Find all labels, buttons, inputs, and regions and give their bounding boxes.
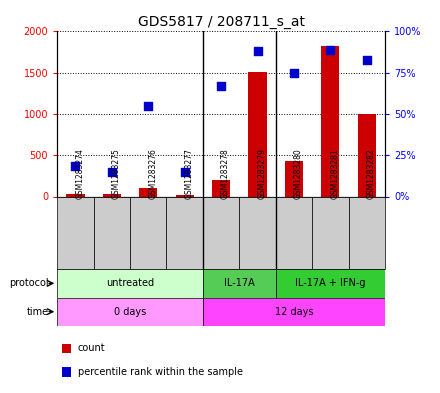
Text: GSM1283274: GSM1283274 [75,148,84,199]
Bar [239,196,276,269]
Point [108,169,115,175]
Text: GSM1283280: GSM1283280 [294,148,303,199]
Text: untreated: untreated [106,278,154,288]
Text: IL-17A + IFN-g: IL-17A + IFN-g [295,278,366,288]
Bar [130,196,166,269]
Text: protocol: protocol [9,278,48,288]
Text: GSM1283279: GSM1283279 [257,148,267,199]
Bar [348,196,385,269]
Bar [358,114,376,196]
Point [218,83,225,89]
Bar [57,196,94,269]
Bar [57,269,203,298]
Bar [312,196,348,269]
Bar [276,269,385,298]
Bar [321,46,340,196]
Text: IL-17A: IL-17A [224,278,255,288]
Point [327,46,334,53]
Bar [57,298,203,326]
Text: percentile rank within the sample: percentile rank within the sample [78,367,243,377]
Bar [203,196,239,269]
Point [72,163,79,169]
Text: count: count [78,343,106,353]
Point [254,48,261,54]
Point [181,169,188,175]
Point [145,103,152,109]
Bar [103,195,121,196]
Bar [203,298,385,326]
Text: time: time [26,307,48,317]
Point [363,56,370,62]
Text: GSM1283276: GSM1283276 [148,148,157,199]
Point [290,70,297,76]
Bar [94,196,130,269]
Bar [66,194,84,196]
Bar [176,195,194,196]
Text: GSM1283282: GSM1283282 [367,148,376,199]
Text: GSM1283281: GSM1283281 [330,148,339,199]
Bar [203,269,276,298]
Text: GSM1283275: GSM1283275 [112,148,121,199]
Bar [166,196,203,269]
Bar [249,72,267,196]
Bar [212,180,230,196]
Title: GDS5817 / 208711_s_at: GDS5817 / 208711_s_at [138,15,304,29]
Text: 0 days: 0 days [114,307,146,317]
Text: GSM1283277: GSM1283277 [185,148,194,199]
Bar [285,161,303,196]
Text: GSM1283278: GSM1283278 [221,148,230,199]
Bar [139,188,158,196]
Bar [276,196,312,269]
Text: 12 days: 12 days [275,307,313,317]
